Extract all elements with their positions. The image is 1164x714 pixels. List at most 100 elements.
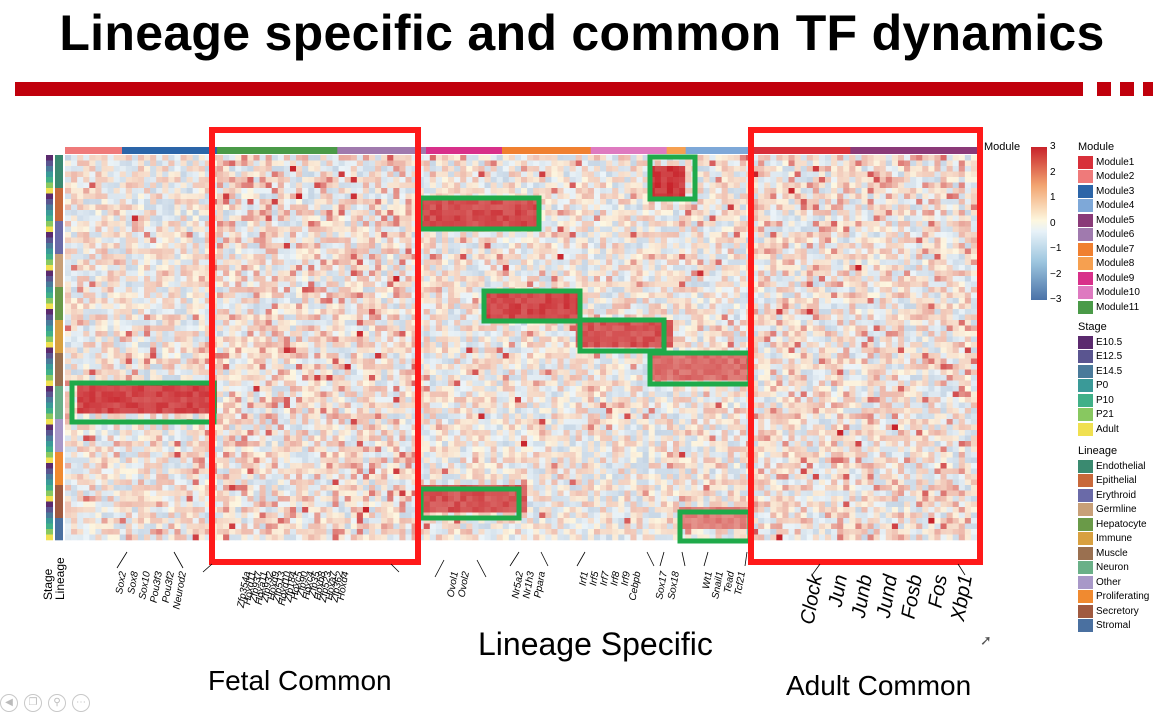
- heatmap-cell: [253, 204, 260, 211]
- heatmap-cell: [435, 182, 443, 189]
- heatmap-cell: [867, 221, 874, 227]
- lineage-annotation-cell: [55, 353, 63, 359]
- heatmap-cell: [770, 325, 777, 332]
- heatmap-cell: [156, 270, 163, 277]
- heatmap-cell: [71, 177, 78, 183]
- heatmap-cell: [308, 171, 315, 178]
- heatmap-cell: [910, 193, 917, 200]
- heatmap-cell: [849, 270, 856, 277]
- heatmap-cell: [642, 171, 649, 178]
- heatmap-cell: [776, 171, 783, 178]
- heatmap-cell: [217, 281, 224, 288]
- heatmap-cell: [812, 177, 820, 183]
- heatmap-cell: [612, 221, 619, 227]
- heatmap-cell: [186, 193, 193, 200]
- heatmap-cell: [770, 226, 777, 233]
- heatmap-cell: [162, 320, 169, 326]
- heatmap-cell: [399, 221, 406, 227]
- heatmap-cell: [356, 199, 364, 205]
- heatmap-cell: [922, 215, 929, 222]
- heatmap-cell: [204, 193, 212, 200]
- heatmap-cell: [137, 232, 145, 238]
- heatmap-cell: [733, 182, 741, 189]
- heatmap-cell: [970, 182, 978, 189]
- heatmap-cell: [831, 226, 838, 233]
- heatmap-cell: [454, 325, 461, 332]
- heatmap-cell: [946, 298, 953, 304]
- heatmap-cell: [71, 182, 78, 189]
- heatmap-cell: [545, 270, 552, 277]
- heatmap-cell: [381, 309, 388, 315]
- heatmap-cell: [776, 188, 783, 194]
- heatmap-cell: [575, 226, 583, 233]
- heatmap-cell: [508, 182, 516, 189]
- heatmap-cell: [338, 221, 345, 227]
- heatmap-cell: [137, 320, 145, 326]
- heatmap-cell: [593, 270, 601, 277]
- heatmap-cell: [65, 314, 72, 321]
- heatmap-cell: [77, 298, 84, 304]
- heatmap-cell: [557, 270, 564, 277]
- heatmap-cell: [727, 177, 735, 183]
- heatmap-cell: [514, 171, 522, 178]
- heatmap-cell: [630, 298, 637, 304]
- heatmap-cell: [125, 254, 133, 260]
- heatmap-cell: [107, 287, 114, 293]
- heatmap-cell: [624, 193, 631, 200]
- heatmap-cell: [302, 265, 309, 271]
- heatmap-cell: [752, 221, 759, 227]
- heatmap-cell: [83, 292, 90, 299]
- heatmap-cell: [825, 166, 832, 172]
- heatmap-cell: [721, 303, 729, 310]
- heatmap-cell: [344, 314, 352, 321]
- heatmap-cell: [600, 320, 607, 326]
- heatmap-cell: [308, 166, 315, 172]
- heatmap-cell: [521, 281, 528, 288]
- heatmap-cell: [581, 177, 589, 183]
- heatmap-cell: [484, 182, 491, 189]
- heatmap-cell: [618, 210, 625, 216]
- heatmap-cell: [770, 221, 777, 227]
- heatmap-cell: [733, 188, 741, 194]
- heatmap-cell: [387, 287, 394, 293]
- heatmap-cell: [916, 281, 923, 288]
- heatmap-cell: [308, 325, 315, 332]
- lineage-annotation-cell: [55, 210, 63, 216]
- heatmap-cell: [435, 215, 443, 222]
- heatmap-cell: [867, 276, 874, 282]
- heatmap-cell: [758, 314, 765, 321]
- heatmap-cell: [95, 243, 102, 249]
- heatmap-cell: [502, 314, 510, 321]
- heatmap-cell: [71, 331, 78, 337]
- heatmap-cell: [283, 166, 291, 172]
- heatmap-cell: [904, 265, 911, 271]
- heatmap-cell: [727, 155, 735, 161]
- heatmap-cell: [849, 166, 856, 172]
- heatmap-cell: [666, 171, 674, 178]
- heatmap-cell: [296, 314, 303, 321]
- heatmap-cell: [539, 243, 546, 249]
- heatmap-cell: [508, 177, 516, 183]
- heatmap-cell: [289, 248, 297, 255]
- heatmap-cell: [362, 215, 370, 222]
- heatmap-cell: [332, 248, 339, 255]
- heatmap-cell: [356, 204, 364, 211]
- heatmap-cell: [496, 325, 504, 332]
- heatmap-cell: [715, 166, 722, 172]
- heatmap-cell: [825, 171, 832, 178]
- heatmap-cell: [283, 182, 291, 189]
- heatmap-cell: [107, 298, 114, 304]
- heatmap-cell: [970, 221, 978, 227]
- heatmap-cell: [831, 243, 838, 249]
- heatmap-cell: [958, 276, 966, 282]
- heatmap-cell: [162, 210, 169, 216]
- heatmap-cell: [83, 270, 90, 277]
- heatmap-cell: [405, 193, 412, 200]
- heatmap-cell: [910, 237, 917, 244]
- heatmap-cell: [569, 204, 577, 211]
- heatmap-cell: [217, 276, 224, 282]
- heatmap-cell: [65, 199, 72, 205]
- heatmap-cell: [259, 331, 266, 337]
- heatmap-cell: [581, 160, 589, 167]
- heatmap-cell: [916, 182, 923, 189]
